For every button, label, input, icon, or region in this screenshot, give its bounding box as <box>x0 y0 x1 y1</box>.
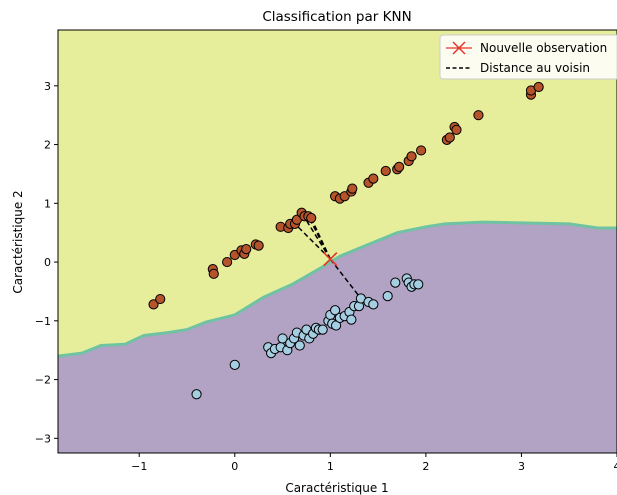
point-upper <box>306 212 317 224</box>
legend: Nouvelle observation Distance au voisin <box>439 34 617 80</box>
neighbor-lines <box>294 212 362 299</box>
x-tick-label: 4 <box>614 460 617 473</box>
point-upper <box>155 293 166 305</box>
legend-x-icon <box>452 41 466 55</box>
point-upper <box>416 145 427 156</box>
point-upper <box>473 110 484 121</box>
x-tick-label: 3 <box>518 460 525 473</box>
new-observation-x <box>323 252 338 267</box>
point-lower <box>368 299 379 310</box>
new-observation-marker <box>323 252 338 267</box>
point-upper <box>347 183 358 194</box>
point-lower <box>277 333 288 344</box>
point-lower <box>346 314 357 325</box>
x-tick-label: −1 <box>131 460 147 473</box>
point-lower <box>382 291 393 302</box>
y-tick-label: −3 <box>35 432 51 445</box>
y-tick-label: 3 <box>44 80 51 93</box>
y-tick-label: −2 <box>35 374 51 387</box>
chart-title: Classification par KNN <box>262 9 411 25</box>
point-upper <box>253 240 264 251</box>
legend-distance-label: Distance au voisin <box>480 61 590 75</box>
legend-new-observation-label: Nouvelle observation <box>480 41 607 55</box>
point-upper <box>148 299 159 310</box>
y-tick-label: 1 <box>44 197 51 210</box>
point-lower <box>317 324 328 335</box>
scatter-points <box>148 81 544 400</box>
point-upper <box>406 151 417 162</box>
point-lower <box>330 305 341 316</box>
point-upper <box>368 173 379 184</box>
point-lower <box>294 340 305 351</box>
plot-frame <box>57 29 617 454</box>
axes: −1 0 1 2 3 4 −3 −2 −1 0 1 2 3 <box>35 29 617 473</box>
legend-box <box>439 34 617 80</box>
point-upper <box>444 132 455 143</box>
y-tick-label: −1 <box>35 315 51 328</box>
y-axis-label: Caractéristique 2 <box>11 190 25 293</box>
x-tick-label: 1 <box>327 460 334 473</box>
point-lower <box>229 359 240 370</box>
point-lower <box>413 279 424 290</box>
x-tick-label: 2 <box>422 460 429 473</box>
x-axis-label: Caractéristique 1 <box>285 481 388 495</box>
x-tick-label: 0 <box>231 460 238 473</box>
y-tick-label: 0 <box>44 256 51 269</box>
point-upper <box>394 161 405 172</box>
y-tick-label: 2 <box>44 139 51 152</box>
point-upper <box>380 165 391 177</box>
boundary-edge <box>58 220 617 358</box>
point-upper <box>241 244 252 255</box>
point-upper <box>208 268 219 279</box>
point-upper <box>451 124 462 135</box>
point-lower <box>390 277 401 288</box>
point-lower <box>191 389 202 400</box>
neighbor-line <box>329 258 362 299</box>
point-upper <box>222 256 233 268</box>
point-upper <box>533 81 544 93</box>
